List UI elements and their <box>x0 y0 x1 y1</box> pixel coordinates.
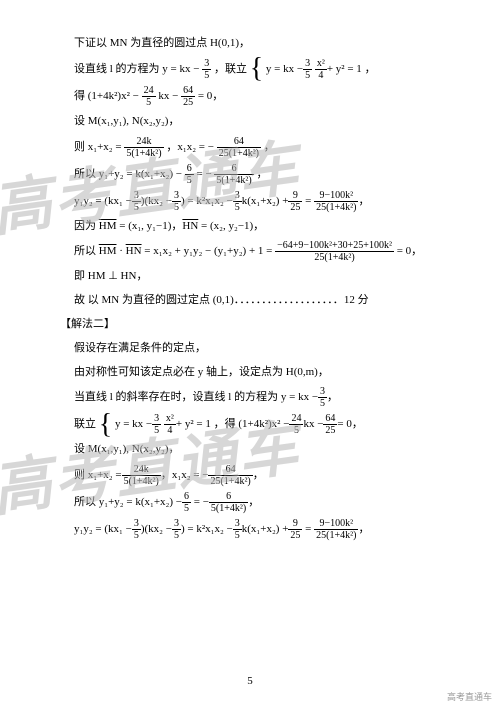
line-3: 得 (1+4k²)x² − 245 kx − 6425 = 0， <box>60 85 440 108</box>
line-1: 下证以 MN 为直径的圆过点 H(0,1)， <box>60 34 440 54</box>
l2-text-a: 设直线 l 的方程为 y = kx − <box>74 63 199 75</box>
line-2: 设直线 l 的方程为 y = kx − 35 ，联立 { y = kx −35 … <box>60 58 440 81</box>
score-12: 12 分 <box>344 294 369 306</box>
line-16: 联立 { y = kx −35 x²4+ y² = 1 ，得 (1+4k²)x²… <box>60 413 440 436</box>
line-4: 设 M(x₁,y₁), N(x₂,y₂)， <box>60 112 440 132</box>
line-8: 因为 HM = (x₁, y₁−1)，HN = (x₂, y₂−1)， <box>60 217 440 237</box>
line-12: 【解法二】 <box>60 315 440 335</box>
line-9: 所以 HM · HN = x₁x₂ + y₁y₂ − (y₁+y₂) + 1 =… <box>60 240 440 263</box>
line-10: 即 HM ⊥ HN， <box>60 267 440 287</box>
line-6: 所以 y₁+y₂ = k(x₁+x₂) − 65 = − 65(1+4k²) ， <box>60 163 440 186</box>
page-content: 下证以 MN 为直径的圆过点 H(0,1)， 设直线 l 的方程为 y = kx… <box>0 0 500 565</box>
line-17: 设 M(x₁,y₁), N(x₂,y₂)， <box>60 440 440 460</box>
line-5: 则 x₁+x₂ = 24k5(1+4k²) ，x₁x₂ = − 6425(1+4… <box>60 136 440 159</box>
line-18: 则 x₁+x₂ =24k5(1+4k²)，x₁x₂ = −6425(1+4k²)… <box>60 464 440 487</box>
page-number: 5 <box>0 675 500 687</box>
line-14: 由对称性可知该定点必在 y 轴上，设定点为 H(0,m)， <box>60 363 440 383</box>
line-15: 当直线 l 的斜率存在时，设直线 l 的方程为 y = kx −35， <box>60 386 440 409</box>
line-7: y₁y₂ = (kx₁ −35)(kx₂ −35) = k²x₁x₂ −35k(… <box>60 190 440 213</box>
line-11: 故 以 MN 为直径的圆过定点 (0,1)．．．．．．．．．．．．．．．．．．．… <box>60 291 440 311</box>
line-20: y₁y₂ = (kx₁ −35)(kx₂ −35) = k²x₁x₂ −35k(… <box>60 518 440 541</box>
l2-frac1: 35 <box>202 58 211 81</box>
l2-text-c: ， <box>365 63 376 75</box>
l2-system: y = kx −35 x²4+ y² = 1 <box>266 58 362 81</box>
l2-text-b: ，联立 <box>214 63 247 75</box>
line-13: 假设存在满足条件的定点， <box>60 339 440 359</box>
l2-brace: { <box>250 58 263 80</box>
line-19: 所以 y₁+y₂ = k(x₁+x₂) −65 = −65(1+4k²)， <box>60 491 440 514</box>
footer-text: 高考直通车 <box>447 690 492 703</box>
